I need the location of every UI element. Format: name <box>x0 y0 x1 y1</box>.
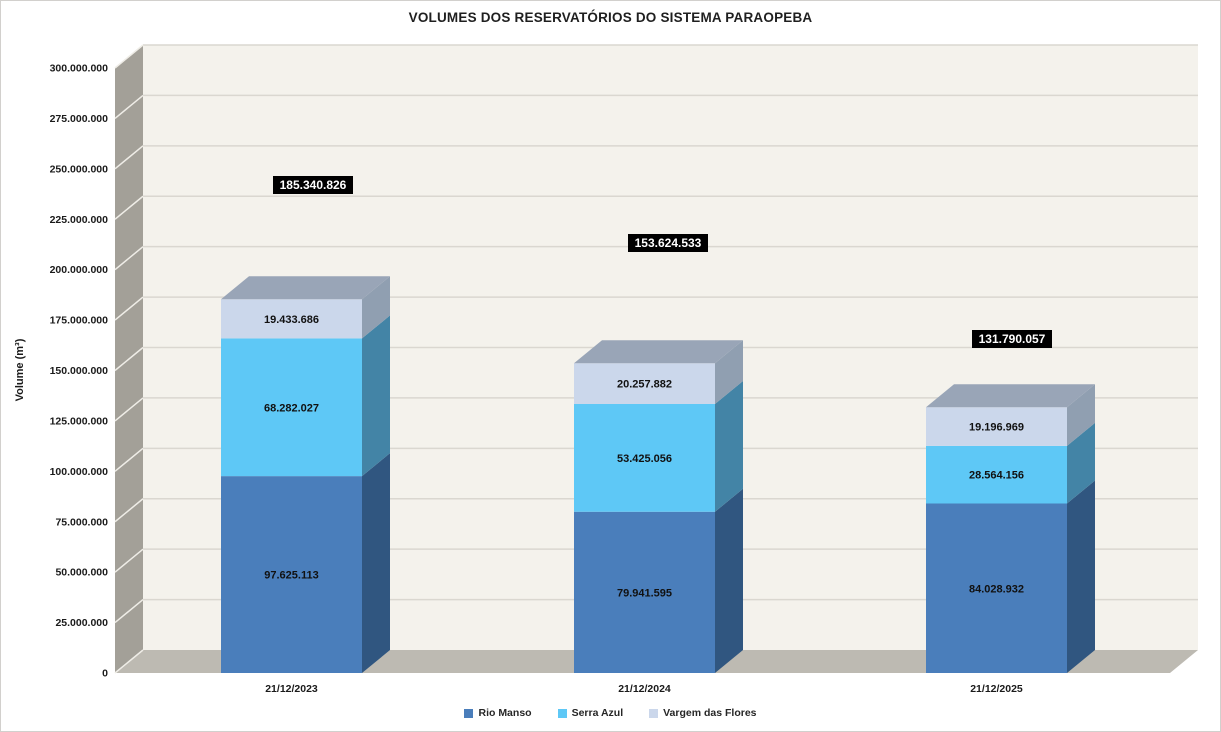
bar-0-segment-0-side <box>362 453 390 673</box>
total-value-label: 185.340.826 <box>280 178 347 192</box>
bar-1-segment-0-front <box>574 511 715 673</box>
chart-svg: 0 25.000.000 50.000.000 75.000.000 100.000.0… <box>14 44 1198 695</box>
side-wall-tick-line <box>114 94 144 119</box>
side-wall-tick-line <box>114 145 144 170</box>
x-category-label: 21/12/2024 <box>618 683 671 695</box>
chart-legend: Rio Manso Serra Azul Vargem das Flores <box>1 703 1220 723</box>
total-label-box <box>628 234 708 252</box>
side-wall-tick-line <box>114 246 144 271</box>
bar-1-segment-2-side <box>715 340 743 405</box>
legend-marker-icon <box>649 708 659 718</box>
legend-item-label: Rio Manso <box>478 707 532 719</box>
segment-value-label: 19.433.686 <box>264 314 319 326</box>
legend-item-2: Vargem das Flores <box>649 707 757 719</box>
bar-1-segment-0-side <box>715 488 743 673</box>
bar-2-segment-0-side <box>1067 480 1095 673</box>
side-wall-tick-line <box>114 44 144 69</box>
bar-0-top-face <box>221 276 390 300</box>
y-tick-label: 175.000.000 <box>50 315 109 327</box>
segment-value-label: 79.941.595 <box>617 587 672 599</box>
bar-2-top-face <box>926 384 1095 408</box>
x-category-label: 21/12/2023 <box>265 683 318 695</box>
side-wall-tick-line <box>114 548 144 573</box>
bar-2-segment-1-side <box>1067 422 1095 504</box>
total-label-box <box>972 330 1052 348</box>
segment-value-label: 53.425.056 <box>617 453 672 465</box>
y-tick-label: 300.000.000 <box>50 63 109 75</box>
y-tick-label: 0 <box>102 668 108 680</box>
bar-0-segment-2-side <box>362 276 390 339</box>
y-tick-label: 275.000.000 <box>50 113 109 125</box>
bar-0-segment-1-front <box>221 338 362 477</box>
side-wall-tick-line <box>114 498 144 523</box>
y-tick-label: 200.000.000 <box>50 264 109 276</box>
segment-value-label: 19.196.969 <box>969 422 1024 434</box>
bar-0-segment-0-front <box>221 476 362 673</box>
segment-value-label: 28.564.156 <box>969 470 1024 482</box>
legend-marker-icon <box>464 708 474 718</box>
y-tick-label: 50.000.000 <box>55 567 108 579</box>
side-wall-tick-line <box>114 649 144 674</box>
bar-0-segment-1-side <box>362 315 390 477</box>
bar-2-segment-2-front <box>926 407 1067 446</box>
segment-value-label: 97.625.113 <box>264 570 318 582</box>
y-tick-label: 25.000.000 <box>55 617 108 629</box>
side-wall-tick-line <box>114 195 144 220</box>
segment-value-label: 68.282.027 <box>264 402 319 414</box>
total-label-box <box>273 176 353 194</box>
legend-item-1: Serra Azul <box>557 707 624 719</box>
segment-value-label: 84.028.932 <box>969 583 1024 595</box>
bar-2-segment-1-front <box>926 445 1067 504</box>
y-tick-label: 125.000.000 <box>50 415 109 427</box>
bar-1-segment-1-side <box>715 381 743 512</box>
y-tick-label: 100.000.000 <box>50 466 109 478</box>
y-tick-label: 225.000.000 <box>50 214 109 226</box>
total-value-label: 153.624.533 <box>635 236 702 250</box>
legend-item-label: Vargem das Flores <box>663 707 757 719</box>
segment-value-label: 20.257.882 <box>617 379 672 391</box>
y-tick-label: 75.000.000 <box>55 516 108 528</box>
legend-item-label: Serra Azul <box>571 707 624 719</box>
bar-1-segment-2-front <box>574 363 715 405</box>
y-axis-title: Volume (m³) <box>14 338 26 401</box>
bar-2-segment-0-front <box>926 503 1067 673</box>
side-wall-tick-line <box>114 599 144 624</box>
side-wall-tick-line <box>114 447 144 472</box>
y-tick-label: 250.000.000 <box>50 163 109 175</box>
side-wall-tick-line <box>114 346 144 372</box>
side-wall-tick-line <box>114 397 144 422</box>
bar-1-top-face <box>574 340 743 364</box>
legend-item-0: Rio Manso <box>464 707 532 719</box>
legend-marker-icon <box>557 708 567 718</box>
side-wall-tick-line <box>114 296 144 321</box>
total-value-label: 131.790.057 <box>979 332 1046 346</box>
chart-title: VOLUMES DOS RESERVATÓRIOS DO SISTEMA PAR… <box>408 10 813 25</box>
bar-0-segment-2-front <box>221 299 362 339</box>
x-category-label: 21/12/2025 <box>970 683 1023 695</box>
y-tick-label: 150.000.000 <box>50 365 109 377</box>
bar-1-segment-1-front <box>574 404 715 512</box>
bar-2-segment-2-side <box>1067 384 1095 446</box>
